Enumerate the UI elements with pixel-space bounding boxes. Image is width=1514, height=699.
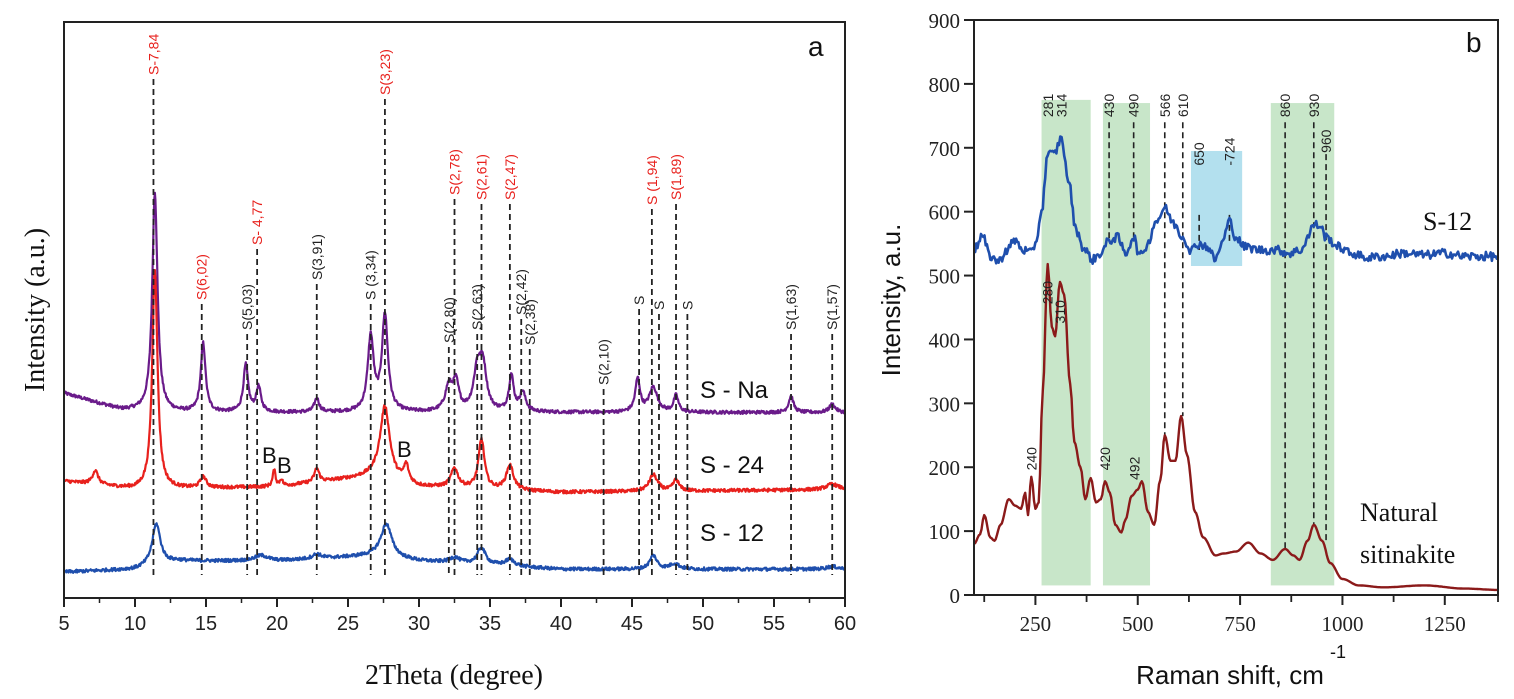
panel-a-reference-label: S- 4,77: [249, 200, 265, 245]
panel-b-peak-label: 930: [1306, 94, 1322, 118]
panel-a-annotation-b: B: [277, 453, 292, 478]
panel-b-y-tick-label: 700: [929, 137, 961, 161]
panel-a-x-tick-label: 35: [479, 613, 501, 635]
panel-a-reference-label: S(6,02): [194, 254, 210, 300]
panel-b-y-tick-label: 600: [929, 201, 961, 225]
panel-a-reference-label: S(2,47): [502, 154, 518, 200]
panel-b-peak-label: 240: [1023, 447, 1039, 471]
panel-b-peak-label: 960: [1318, 129, 1334, 153]
panel-b-series-label: Natural: [1360, 498, 1438, 527]
panel-b-peak-label: 650: [1191, 142, 1207, 166]
panel-b-label: b: [1466, 27, 1482, 58]
panel-a-series-label: S - Na: [700, 377, 769, 404]
panel-a-reference-label: S (3,34): [363, 250, 379, 300]
panel-b-y-tick-label: 300: [929, 392, 961, 416]
panel-a-reference-label: S(1,89): [668, 154, 684, 200]
panel-a-x-tick-label: 15: [195, 613, 217, 635]
panel-a-annotation-b: B: [262, 443, 277, 468]
panel-a-annotation-b: B: [397, 437, 412, 462]
panel-a-reference-label: S(3,23): [377, 49, 393, 95]
panel-a-reference-label: S(2,80): [441, 297, 457, 343]
panel-a-x-axis-label: 2Theta (degree): [365, 660, 543, 691]
panel-a-reference-label: S-7,84: [145, 34, 161, 75]
panel-a-reference-label: S(2,63): [469, 284, 485, 330]
panel-a-reference-label: S(2,61): [473, 154, 489, 200]
panel-b-y-axis-label: Intensity, a.u.: [876, 224, 906, 377]
panel-b-y-tick-label: 500: [929, 265, 961, 289]
panel-a-reference-label: S(1,63): [783, 284, 799, 330]
panel-b-series-natural-sitinakite: [973, 262, 1498, 592]
panel-b-series-label: S-12: [1423, 207, 1472, 236]
panel-a-label: a: [808, 31, 824, 62]
panel-a-series-label: S - 12: [700, 520, 764, 547]
panel-b-x-axis-label: Raman shift, cm: [1136, 660, 1324, 690]
panel-a-x-tick-label: 45: [621, 613, 643, 635]
panel-a-series-s-24: [62, 269, 847, 495]
panel-a-x-tick-label: 20: [266, 613, 288, 635]
panel-a-xrd-chart: S-7,84 S(6,02) S(5,03) S- 4,77 S(3,91) S (3,3…: [20, 21, 856, 691]
panel-b-series-s12: [973, 135, 1500, 265]
panel-a-x-tick-label: 55: [763, 613, 785, 635]
panel-a-x-tick-label: 5: [58, 613, 69, 635]
panel-b-y-tick-label: 800: [929, 73, 961, 97]
panel-a-reference-label: S(2,78): [447, 149, 463, 195]
panel-b-y-tick-label: 400: [929, 328, 961, 352]
panel-b-series-label: sitinakite: [1360, 540, 1455, 569]
panel-a-series-s-na: [63, 191, 846, 415]
panel-a-reference-label: S: [651, 301, 667, 310]
panel-b-peak-label: 490: [1126, 94, 1142, 118]
panel-a-series-label: S - 24: [700, 452, 764, 479]
panel-b-y-tick-label: 0: [950, 584, 961, 608]
panel-b-shaded-region: [1270, 103, 1335, 586]
panel-b-peak-label: 492: [1126, 456, 1142, 480]
panel-a-x-tick-label: 50: [692, 613, 714, 635]
panel-b-peak-label: 310: [1052, 300, 1068, 324]
panel-a-reference-label: S: [679, 301, 695, 310]
panel-b-x-tick-label: 500: [1122, 612, 1154, 636]
panel-a-x-tick-label: 60: [834, 613, 856, 635]
panel-b-peak-label: 566: [1157, 94, 1173, 118]
panel-b-x-tick-label: 1250: [1424, 612, 1466, 636]
panel-b-shaded-region: [1102, 103, 1151, 586]
panel-a-y-axis-label: Intensity (a.u.): [20, 228, 51, 392]
panel-b-plot-frame: [973, 19, 1499, 596]
panel-a-reference-label: S(2,10): [596, 339, 612, 385]
panel-b-y-tick-label: 100: [929, 520, 961, 544]
panel-b-peak-label: 420: [1097, 447, 1113, 471]
panel-b-peak-label: 280: [1040, 281, 1056, 305]
panel-a-reference-label: S(1,57): [824, 284, 840, 330]
panel-a-x-tick-label: 30: [408, 613, 430, 635]
panel-a-series-s-12: [63, 522, 846, 574]
panel-a-reference-label: S(3,91): [309, 234, 325, 280]
panel-b-x-tick-label: 250: [1020, 612, 1052, 636]
panel-b-y-tick-label: 900: [929, 9, 961, 33]
panel-a-x-tick-label: 25: [337, 613, 359, 635]
panel-a-x-tick-label: 10: [124, 613, 146, 635]
panel-b-peak-label: 860: [1277, 94, 1293, 118]
panel-a-reference-label: S(2,38): [522, 299, 538, 345]
panel-a-reference-label: S: [631, 296, 647, 305]
panel-a-reference-label: S(2,42): [513, 269, 529, 315]
panel-b-x-tick-label: 1000: [1321, 612, 1363, 636]
panel-b-peak-label: 314: [1054, 94, 1070, 118]
panel-a-reference-label: S (1,94): [644, 155, 660, 205]
panel-b-peak-label: 281: [1040, 94, 1056, 118]
panel-b-peak-label: 610: [1175, 94, 1191, 118]
panel-b-y-tick-label: 200: [929, 456, 961, 480]
panel-b-peak-label: 430: [1101, 94, 1117, 118]
panel-b-x-tick-label: 750: [1224, 612, 1256, 636]
panel-a-reference-label: S(5,03): [239, 284, 255, 330]
panel-a-x-tick-label: 40: [550, 613, 572, 635]
panel-b-peak-label: -724: [1221, 137, 1237, 165]
panel-b-x-axis-label-superscript: -1: [1330, 642, 1346, 662]
